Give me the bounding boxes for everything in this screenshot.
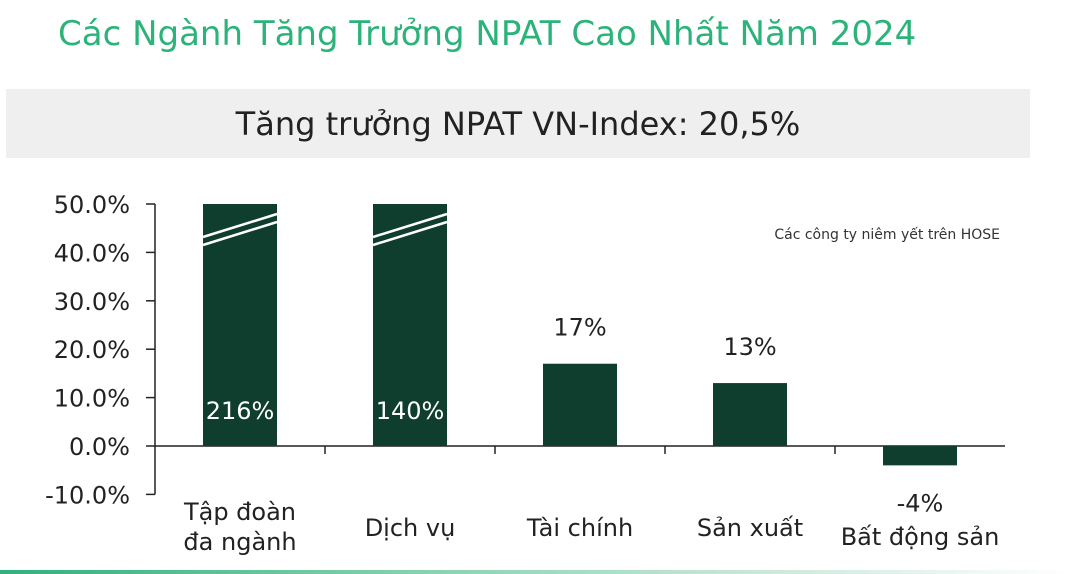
bar-value-label: 140% <box>376 397 445 425</box>
subtitle-text: Tăng trưởng NPAT VN-Index: 20,5% <box>235 104 801 143</box>
category-label: Sản xuất <box>697 514 803 542</box>
y-tick-label: 20.0% <box>54 336 130 364</box>
category-label: Tài chính <box>526 514 633 542</box>
y-tick-label: 0.0% <box>69 433 130 461</box>
y-tick-label: 30.0% <box>54 288 130 316</box>
bar-value-label: 216% <box>206 397 275 425</box>
bar <box>883 446 957 466</box>
y-tick-label: 40.0% <box>54 239 130 267</box>
bar <box>373 204 447 446</box>
axis-break-mark <box>372 212 448 239</box>
axis-break-mark <box>372 220 448 247</box>
category-label: Bất động sản <box>841 523 1000 551</box>
bar <box>713 383 787 446</box>
bar <box>543 363 617 446</box>
y-tick-label: 10.0% <box>54 385 130 413</box>
y-tick-label: 50.0% <box>54 191 130 219</box>
category-label: Tập đoàn <box>183 498 296 526</box>
bar-value-label: 17% <box>553 314 606 342</box>
chart-annotation: Các công ty niêm yết trên HOSE <box>774 226 1000 243</box>
axis-break-mark <box>202 212 278 239</box>
bar-value-label: 13% <box>723 333 776 361</box>
bottom-accent-line <box>0 570 1070 574</box>
subtitle-banner: Tăng trưởng NPAT VN-Index: 20,5% <box>6 89 1030 158</box>
y-tick-label: -10.0% <box>45 481 130 509</box>
bar-chart: -10.0% 0.0% 10.0% 20.0% 30.0% 40.0% 50.0% 216% T… <box>45 191 1005 556</box>
bar-value-label: -4% <box>897 489 944 517</box>
page-title: Các Ngành Tăng Trưởng NPAT Cao Nhất Năm … <box>58 14 917 54</box>
category-label: đa ngành <box>183 528 296 556</box>
bar <box>203 204 277 446</box>
axis-break-mark <box>202 220 278 247</box>
category-label: Dịch vụ <box>365 514 456 542</box>
